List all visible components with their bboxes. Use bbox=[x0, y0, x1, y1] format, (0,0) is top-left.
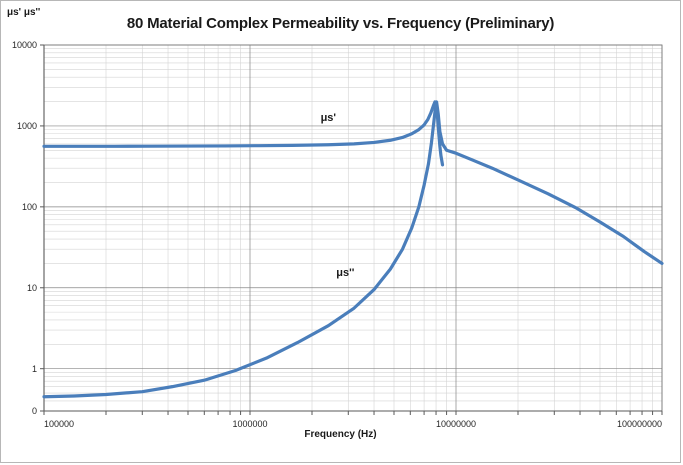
svg-text:10: 10 bbox=[27, 283, 37, 293]
chart-title: 80 Material Complex Permeability vs. Fre… bbox=[126, 15, 555, 32]
data-series bbox=[42, 100, 664, 399]
tick-marks bbox=[40, 44, 663, 415]
svg-text:0: 0 bbox=[32, 406, 37, 416]
axis-lines bbox=[43, 44, 663, 412]
svg-text:10000: 10000 bbox=[12, 40, 37, 50]
minor-gridlines bbox=[44, 45, 662, 412]
x-axis-title: Frequency (Hz) bbox=[304, 429, 377, 440]
svg-text:1000000: 1000000 bbox=[232, 419, 267, 429]
mu-s-prime-label: μs' bbox=[321, 112, 337, 124]
series-line-2 bbox=[42, 100, 664, 399]
major-gridlines bbox=[43, 44, 663, 411]
svg-text:100000000: 100000000 bbox=[617, 419, 662, 429]
svg-text:1000: 1000 bbox=[17, 121, 37, 131]
svg-text:1: 1 bbox=[32, 364, 37, 374]
svg-text:100000: 100000 bbox=[44, 419, 74, 429]
mu-s-double-prime-label: μs'' bbox=[336, 267, 354, 279]
svg-text:100: 100 bbox=[22, 202, 37, 212]
y-axis-title: μs' μs'' bbox=[7, 7, 41, 18]
svg-text:10000000: 10000000 bbox=[436, 419, 476, 429]
series-annotations: μs' μs'' bbox=[321, 112, 355, 279]
x-tick-labels: 100000 1000000 10000000 100000000 bbox=[44, 419, 662, 429]
series-line-1 bbox=[42, 100, 445, 167]
